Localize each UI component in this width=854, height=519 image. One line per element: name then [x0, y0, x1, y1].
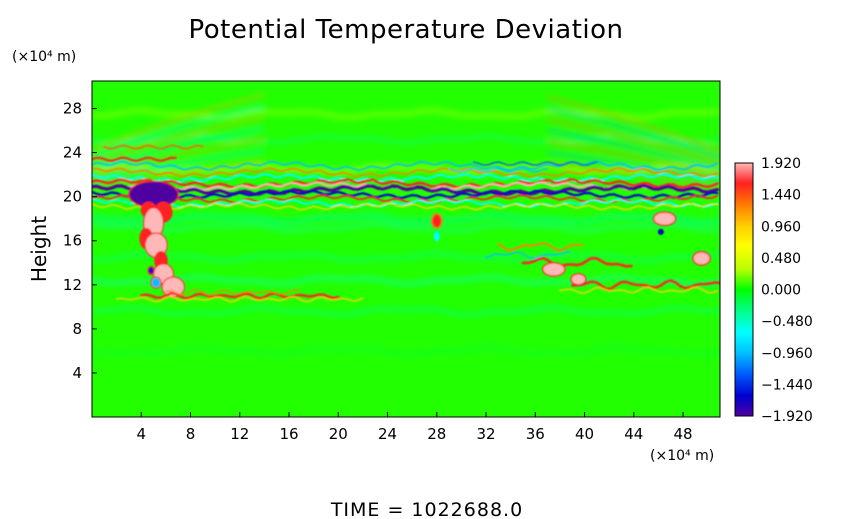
right-band	[571, 279, 720, 291]
upper-streak	[92, 156, 177, 162]
colorbar-label: −0.960	[761, 346, 813, 362]
tropopause-layer	[92, 173, 719, 183]
field-band	[92, 343, 720, 359]
right-cell	[570, 273, 587, 286]
plot-background	[92, 81, 720, 417]
y-tick-label: 16	[63, 232, 82, 250]
y-tick-label: 12	[63, 276, 82, 294]
x-tick-label: 20	[329, 425, 348, 443]
colorbar-label: 0.960	[761, 219, 801, 235]
y-tick-label: 24	[63, 144, 82, 162]
plot-frame	[91, 80, 721, 418]
upper-streak	[473, 161, 598, 166]
right-band	[521, 256, 633, 268]
x-tick-label: 28	[427, 425, 446, 443]
x-axis-unit: (×10⁴ m)	[650, 448, 714, 464]
x-tick-label: 44	[624, 425, 643, 443]
tropopause-layer	[92, 202, 719, 211]
field-band	[92, 211, 720, 226]
wave-fan-right	[547, 106, 720, 159]
wave-fan-left	[92, 104, 265, 159]
y-tick-label: 4	[72, 364, 82, 382]
wave-fan-left	[92, 115, 265, 165]
x-tick-label: 12	[230, 425, 249, 443]
tropopause-layer	[92, 178, 719, 189]
tropopause-layer	[92, 189, 719, 200]
field-band	[92, 107, 720, 121]
field-band	[92, 221, 720, 234]
upper-streak	[103, 144, 204, 150]
right-cell	[652, 211, 677, 227]
wave-fan-right	[547, 151, 720, 183]
right-cell	[692, 251, 711, 266]
y-tick-label: 8	[72, 320, 82, 338]
y-axis-label: Height	[27, 216, 51, 282]
plot-area	[92, 81, 720, 417]
lower-layer-cells	[165, 288, 300, 297]
colorbar-label: −0.480	[761, 314, 813, 330]
x-tick-label: 32	[476, 425, 495, 443]
chart-title: Potential Temperature Deviation	[189, 15, 624, 45]
field-features	[92, 144, 720, 303]
wave-fan-right	[547, 140, 720, 177]
field-band	[92, 305, 720, 318]
upper-streak	[448, 167, 549, 173]
y-tick-label: 28	[63, 100, 82, 118]
y-axis-unit: (×10⁴ m)	[12, 49, 76, 65]
x-tick-label: 4	[136, 425, 146, 443]
wave-fan-right	[547, 95, 720, 153]
y-axis: 4 8 12 16 20 24 28	[63, 100, 97, 382]
mid-cell	[433, 231, 440, 242]
x-tick-label: 36	[526, 425, 545, 443]
lower-layer-cells	[140, 292, 340, 300]
colorbar-labels: 1.920 1.440 0.960 0.480 0.000 −0.480 −0.960 −1.…	[761, 156, 813, 425]
x-tick-label: 40	[575, 425, 594, 443]
field-band	[92, 274, 720, 286]
colorbar-label: 0.480	[761, 251, 801, 267]
plume-cell	[147, 266, 155, 275]
tropopause-layer	[92, 160, 719, 172]
lower-layer-cells	[115, 295, 364, 303]
wave-fan-left	[92, 93, 265, 153]
y-tick-label: 20	[63, 188, 82, 206]
time-label: TIME = 1022688.0	[330, 499, 523, 519]
field-band	[92, 250, 720, 264]
x-axis: 4 8 12 16 20 24 28 32 36 40 44 48	[136, 412, 693, 443]
right-band	[497, 242, 584, 252]
x-tick-label: 48	[674, 425, 693, 443]
right-cell	[541, 262, 566, 277]
colorbar-label: −1.920	[761, 409, 813, 425]
plume-cell	[150, 276, 162, 289]
x-tick-label: 8	[186, 425, 196, 443]
wave-fan-right	[547, 129, 720, 171]
right-cell	[657, 228, 664, 235]
x-tick-label: 24	[378, 425, 397, 443]
colorbar-label: 0.000	[761, 283, 801, 299]
wave-fan-right	[547, 117, 720, 165]
colorbar-label: 1.920	[761, 156, 801, 172]
right-band	[559, 286, 719, 295]
tropopause-layer	[92, 198, 719, 209]
colorbar: 1.920 1.440 0.960 0.480 0.000 −0.480 −0.960 −1.…	[734, 156, 813, 425]
colorbar-label: 1.440	[761, 188, 801, 204]
field-band	[92, 133, 720, 146]
right-band	[485, 251, 571, 260]
colorbar-strip	[734, 162, 754, 417]
x-tick-label: 16	[279, 425, 298, 443]
tropopause-layer	[92, 167, 719, 178]
tropopause-layer	[92, 184, 720, 197]
colorbar-label: −1.440	[761, 377, 813, 393]
tropopause-layer	[92, 194, 719, 204]
wave-fan-left	[92, 127, 265, 171]
mid-cell	[431, 213, 443, 229]
